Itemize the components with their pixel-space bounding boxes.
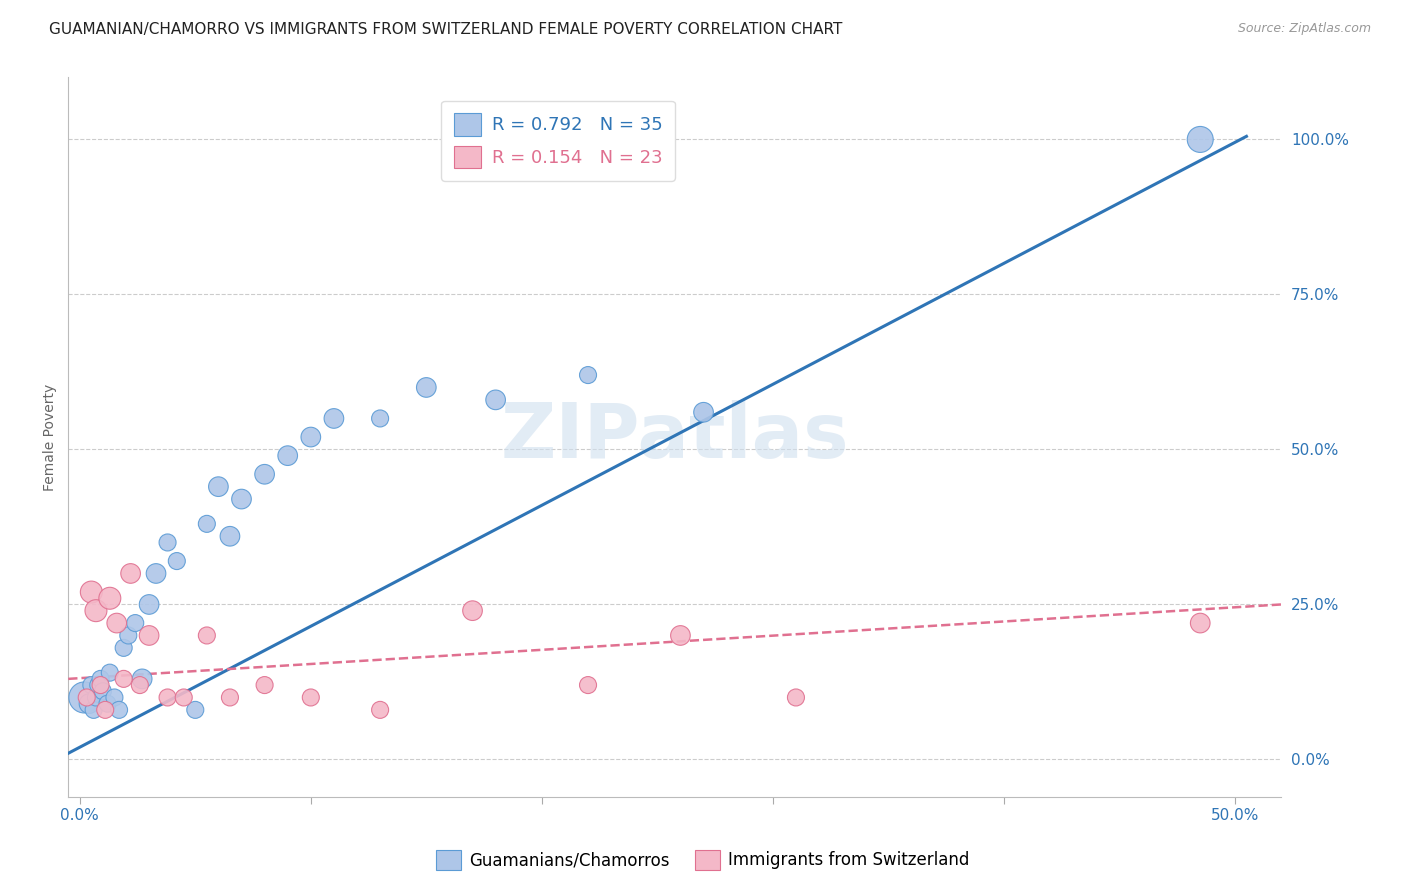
Point bbox=[131, 672, 153, 686]
Point bbox=[322, 411, 344, 425]
Point bbox=[84, 690, 107, 705]
Point bbox=[253, 678, 276, 692]
Point bbox=[80, 678, 103, 692]
Point bbox=[96, 697, 118, 711]
Point bbox=[299, 690, 322, 705]
Point bbox=[87, 678, 110, 692]
Point bbox=[105, 616, 128, 631]
Point bbox=[103, 690, 125, 705]
Point bbox=[156, 535, 179, 549]
Point bbox=[98, 591, 121, 606]
Point bbox=[669, 628, 692, 642]
Point bbox=[73, 690, 96, 705]
Point bbox=[231, 491, 253, 506]
Point bbox=[156, 690, 179, 705]
Text: Source: ZipAtlas.com: Source: ZipAtlas.com bbox=[1237, 22, 1371, 36]
Point bbox=[84, 604, 107, 618]
Point bbox=[195, 628, 218, 642]
Point bbox=[128, 678, 150, 692]
Point bbox=[80, 585, 103, 599]
Point bbox=[94, 703, 117, 717]
Point bbox=[1189, 132, 1212, 146]
Point bbox=[90, 672, 112, 686]
Point bbox=[253, 467, 276, 482]
Point bbox=[83, 703, 105, 717]
Point bbox=[91, 684, 114, 698]
Legend: Guamanians/Chamorros, Immigrants from Switzerland: Guamanians/Chamorros, Immigrants from Sw… bbox=[430, 843, 976, 877]
Point bbox=[166, 554, 188, 568]
Point bbox=[124, 616, 146, 631]
Legend: R = 0.792   N = 35, R = 0.154   N = 23: R = 0.792 N = 35, R = 0.154 N = 23 bbox=[441, 101, 675, 181]
Point bbox=[112, 640, 135, 655]
Point bbox=[138, 628, 160, 642]
Point bbox=[145, 566, 167, 581]
Point bbox=[415, 380, 437, 394]
Point bbox=[277, 449, 299, 463]
Point bbox=[368, 703, 391, 717]
Point bbox=[207, 480, 229, 494]
Point bbox=[184, 703, 207, 717]
Point bbox=[576, 678, 599, 692]
Point bbox=[368, 411, 391, 425]
Point bbox=[1189, 616, 1212, 631]
Point bbox=[112, 672, 135, 686]
Point bbox=[576, 368, 599, 382]
Point bbox=[485, 392, 508, 407]
Point bbox=[173, 690, 195, 705]
Point bbox=[461, 604, 484, 618]
Point bbox=[195, 516, 218, 531]
Point bbox=[219, 529, 242, 543]
Point bbox=[108, 703, 131, 717]
Point bbox=[785, 690, 807, 705]
Point bbox=[120, 566, 142, 581]
Text: GUAMANIAN/CHAMORRO VS IMMIGRANTS FROM SWITZERLAND FEMALE POVERTY CORRELATION CHA: GUAMANIAN/CHAMORRO VS IMMIGRANTS FROM SW… bbox=[49, 22, 842, 37]
Point bbox=[117, 628, 139, 642]
Point bbox=[77, 697, 100, 711]
Point bbox=[219, 690, 242, 705]
Point bbox=[98, 665, 121, 680]
Y-axis label: Female Poverty: Female Poverty bbox=[44, 384, 58, 491]
Point bbox=[692, 405, 714, 419]
Point bbox=[76, 690, 98, 705]
Point bbox=[299, 430, 322, 444]
Point bbox=[90, 678, 112, 692]
Text: ZIPatlas: ZIPatlas bbox=[501, 400, 849, 474]
Point bbox=[138, 598, 160, 612]
